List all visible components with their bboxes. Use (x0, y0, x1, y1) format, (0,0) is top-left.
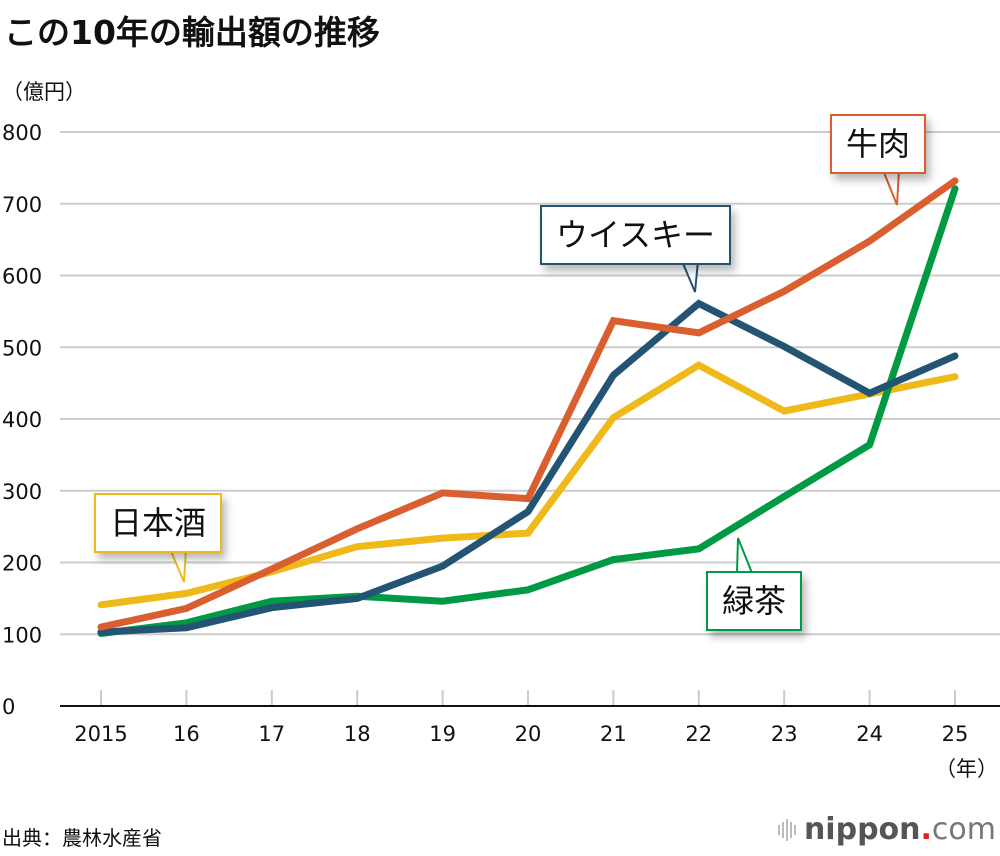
y-tick-label: 400 (2, 408, 42, 432)
x-tick-label: 16 (173, 722, 200, 746)
y-axis-ticks: 0 100 200 300 400 500 600 700 800 (2, 121, 42, 719)
y-tick-label: 200 (2, 552, 42, 576)
x-axis: 2015 16 17 18 19 20 21 22 23 24 25 (60, 690, 1000, 746)
series-lines (97, 177, 959, 637)
sound-bars-icon (777, 818, 796, 841)
x-tick-label: 18 (344, 722, 371, 746)
callout-beef: 牛肉 (830, 114, 927, 174)
x-tick-label: 21 (600, 722, 627, 746)
y-tick-label: 600 (2, 265, 42, 289)
logo-name: nippon (803, 812, 921, 847)
y-tick-label: 800 (2, 121, 42, 145)
x-tick-label: 2015 (74, 722, 127, 746)
x-tick-label: 22 (685, 722, 712, 746)
callout-pointer-sake (168, 548, 188, 583)
chart-title: この10年の輸出額の推移 (4, 13, 380, 52)
series-line-3 (97, 177, 959, 631)
y-tick-label: 300 (2, 480, 42, 504)
x-tick-label: 19 (429, 722, 456, 746)
x-tick-label: 25 (942, 722, 969, 746)
y-tick-label: 0 (2, 695, 15, 719)
source-note: 出典：農林水産省 (2, 826, 162, 850)
x-tick-label: 20 (515, 722, 542, 746)
series-line-1 (97, 185, 959, 637)
y-tick-label: 700 (2, 193, 42, 217)
x-tick-label: 24 (856, 722, 883, 746)
nippon-logo: nippon. com (777, 812, 996, 847)
callout-green-tea: 緑茶 (706, 571, 803, 631)
x-tick-label: 23 (771, 722, 798, 746)
callout-pointer-green-tea (735, 537, 754, 574)
y-tick-label: 500 (2, 336, 42, 360)
y-tick-label: 100 (2, 623, 42, 647)
callout-pointers (168, 169, 901, 583)
gridlines (60, 131, 1000, 636)
callout-pointer-beef (881, 169, 901, 206)
series-line-0 (97, 361, 959, 609)
callout-whisky: ウイスキー (540, 205, 732, 265)
logo-suffix: com (931, 812, 996, 847)
series-line-2 (97, 299, 959, 636)
logo-dot: . (920, 812, 932, 847)
y-axis-unit-label: （億円） (2, 80, 86, 104)
x-axis-unit-label: （年） (935, 757, 998, 781)
x-tick-label: 17 (258, 722, 285, 746)
callout-sake: 日本酒 (94, 493, 223, 553)
